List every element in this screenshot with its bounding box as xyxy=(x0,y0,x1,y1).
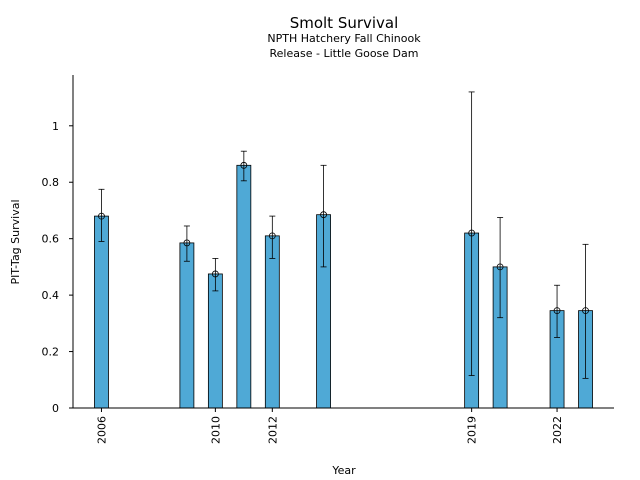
y-axis-label: PIT-Tag Survival xyxy=(9,199,22,284)
error-bars-group xyxy=(98,91,589,379)
point-7 xyxy=(496,263,504,271)
bar-1 xyxy=(179,242,195,409)
x-axis-label: Year xyxy=(331,464,356,477)
x-tick-label-0: 2006 xyxy=(95,416,108,444)
point-4 xyxy=(268,232,276,240)
point-9 xyxy=(582,307,589,315)
bar-4 xyxy=(264,235,280,409)
y-tick-label-2: 0.4 xyxy=(42,289,60,302)
point-0 xyxy=(98,212,105,220)
y-tick-label-1: 0.2 xyxy=(42,346,60,359)
x-tick-label-3: 2019 xyxy=(466,416,479,444)
y-tick-label-3: 0.6 xyxy=(42,233,60,246)
chart-title: Smolt Survival xyxy=(290,14,399,32)
bar-2 xyxy=(207,273,223,409)
point-8 xyxy=(553,307,561,315)
x-tick-label-4: 2022 xyxy=(551,416,564,444)
point-2 xyxy=(211,270,219,278)
point-5 xyxy=(320,211,327,219)
bar-3 xyxy=(236,164,252,409)
y-ticks-group: 0 0.2 0.4 0.6 0.8 1 xyxy=(42,120,73,415)
x-tick-label-2: 2012 xyxy=(266,416,279,444)
bars-group xyxy=(94,164,593,409)
y-tick-label-0: 0 xyxy=(52,402,59,415)
chart-subtitle-line-1: NPTH Hatchery Fall Chinook xyxy=(267,32,421,45)
point-3 xyxy=(240,161,248,169)
y-tick-label-5: 1 xyxy=(52,120,59,133)
y-tick-label-4: 0.8 xyxy=(42,176,60,189)
x-ticks-group: 2006 2010 2012 2019 2022 xyxy=(95,408,564,444)
x-tick-label-1: 2010 xyxy=(209,416,222,444)
chart-subtitle-line-2: Release - Little Goose Dam xyxy=(270,47,419,60)
points-group xyxy=(98,161,589,315)
point-6 xyxy=(468,229,476,237)
point-1 xyxy=(183,239,191,247)
bar-0 xyxy=(94,215,109,409)
